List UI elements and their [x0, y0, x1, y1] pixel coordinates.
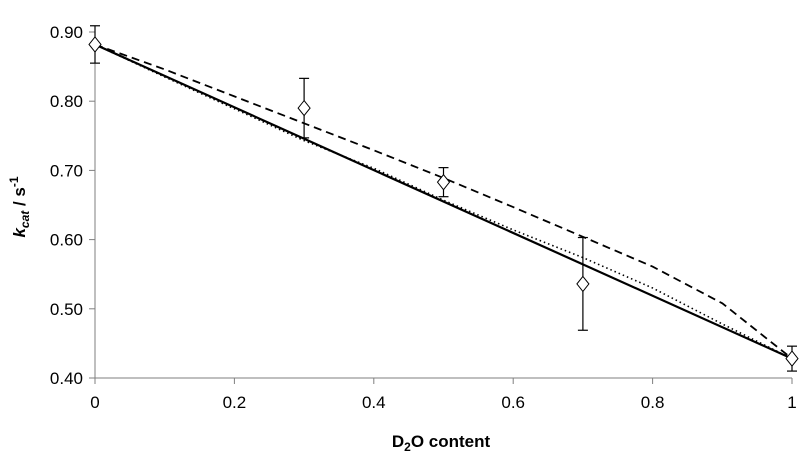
y-tick-label: 0.90: [50, 23, 83, 42]
data-point-diamond: [785, 350, 799, 367]
x-tick-label: 1: [787, 393, 796, 412]
x-tick-label: 0: [90, 393, 99, 412]
x-tick-label: 0.8: [641, 393, 665, 412]
x-tick-label: 0.6: [501, 393, 525, 412]
data-point-diamond: [436, 173, 451, 191]
x-tick-label: 0.2: [223, 393, 247, 412]
dashed-series-line: [94, 43, 793, 360]
points-layer: [88, 25, 799, 372]
y-tick-label: 0.40: [50, 369, 83, 388]
data-point-diamond: [576, 275, 590, 293]
data-point-diamond: [297, 99, 311, 117]
y-tick-label: 0.60: [50, 231, 83, 250]
x-tick-label: 0.4: [362, 393, 386, 412]
y-axis-title: kcat / s-1: [7, 176, 32, 237]
x-axis-title: D2O content: [392, 432, 491, 454]
y-tick-label: 0.70: [50, 161, 83, 180]
y-tick-label: 0.80: [50, 92, 83, 111]
solid-series-line: [94, 43, 793, 360]
series-layer: [94, 43, 793, 360]
dotted-series-line: [94, 43, 793, 360]
data-point-diamond: [88, 36, 102, 53]
axes: 0.40 0.50 0.60 0.70 0.80 0.90 0 0.2 0.4 0.6 0.8 1: [50, 23, 797, 412]
y-tick-label: 0.50: [50, 300, 83, 319]
